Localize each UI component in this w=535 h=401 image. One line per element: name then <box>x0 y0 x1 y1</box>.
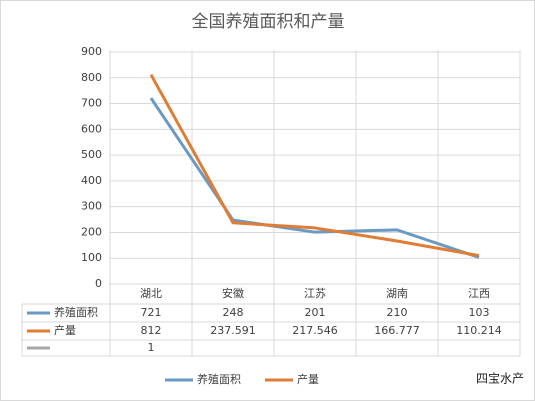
y-tick-label: 200 <box>81 225 102 238</box>
table-value: 103 <box>469 306 490 319</box>
table-value: 237.591 <box>210 324 256 337</box>
table-value: 166.777 <box>374 324 420 337</box>
y-tick-label: 800 <box>81 71 102 84</box>
x-tick-label: 湖北 <box>140 287 162 300</box>
y-tick-label: 700 <box>81 97 102 110</box>
x-tick-label: 江苏 <box>304 287 326 300</box>
series-line <box>149 73 480 258</box>
row-label: 养殖面积 <box>54 305 98 319</box>
row-label: 产量 <box>54 323 76 337</box>
chart-title: 全国养殖面积和产量 <box>192 12 345 32</box>
table-value: 1 <box>148 341 155 354</box>
x-tick-label: 安徽 <box>222 286 244 300</box>
y-tick-label: 900 <box>81 45 102 58</box>
y-tick-label: 400 <box>81 174 102 187</box>
table-value: 812 <box>141 324 162 337</box>
table-value: 721 <box>141 306 162 319</box>
y-tick-label: 600 <box>81 122 102 135</box>
y-tick-label: 300 <box>81 200 102 213</box>
x-tick-label: 湖南 <box>386 287 408 300</box>
legend-label: 养殖面积 <box>197 372 241 386</box>
table-value: 210 <box>387 306 408 319</box>
table-value: 110.214 <box>456 324 502 337</box>
series-line <box>149 97 480 259</box>
y-tick-label: 100 <box>81 251 102 264</box>
y-tick-label: 500 <box>81 148 102 161</box>
legend-label: 产量 <box>297 372 319 386</box>
x-tick-label: 江西 <box>468 287 490 300</box>
table-value: 201 <box>305 306 326 319</box>
watermark: 四宝水产 <box>476 372 524 386</box>
table-value: 248 <box>223 306 244 319</box>
table-value: 217.546 <box>292 324 338 337</box>
y-tick-label: 0 <box>95 277 102 290</box>
